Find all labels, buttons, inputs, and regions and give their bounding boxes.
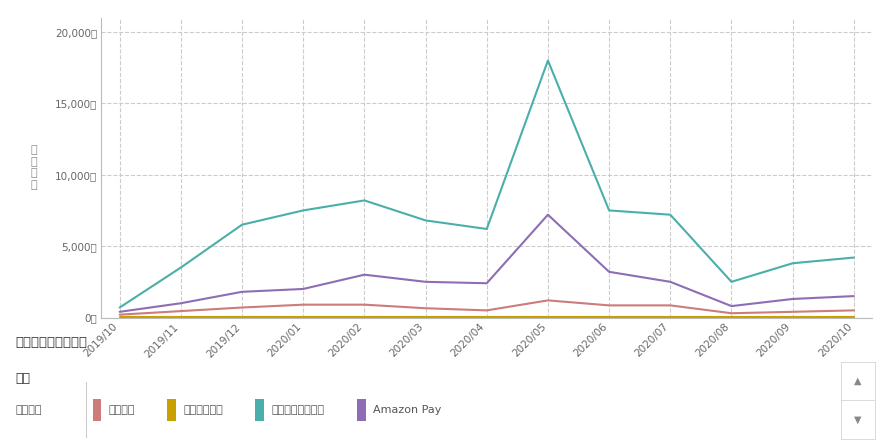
Bar (255, 399, 264, 422)
Bar (357, 399, 366, 422)
Bar (93, 399, 101, 422)
Text: 代金引換: 代金引換 (108, 405, 135, 415)
Text: ▼: ▼ (855, 415, 862, 425)
Y-axis label: 注
文
件
数: 注 文 件 数 (31, 145, 37, 190)
Text: Amazon Pay: Amazon Pay (373, 405, 441, 415)
Text: 全体: 全体 (16, 372, 31, 385)
Text: クレジットカード: クレジットカード (271, 405, 324, 415)
Text: ▲: ▲ (855, 376, 862, 386)
Bar (167, 399, 176, 422)
Text: 注文件数: 注文件数 (16, 405, 42, 415)
Text: コンビニ支払: コンビニ支払 (183, 405, 223, 415)
Text: 注文（決済方法別）: 注文（決済方法別） (16, 336, 88, 349)
